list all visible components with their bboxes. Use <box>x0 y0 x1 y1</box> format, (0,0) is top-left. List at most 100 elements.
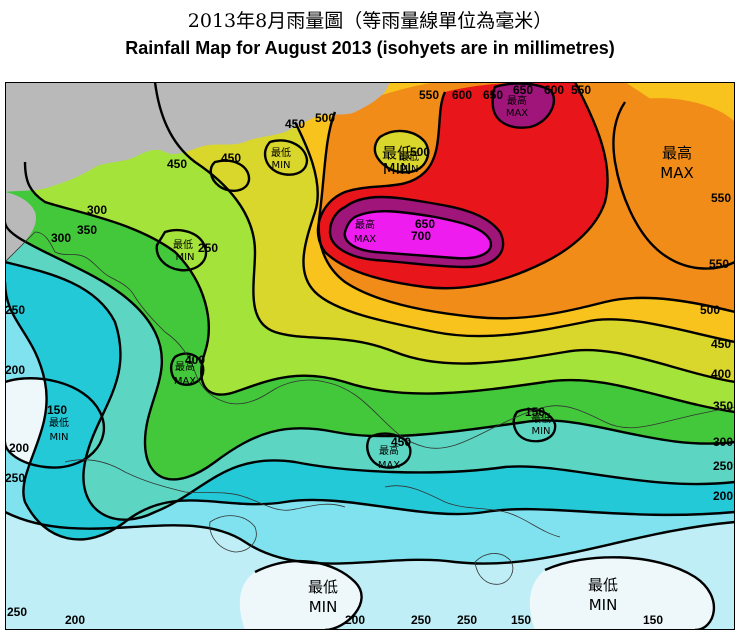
isohyet-line <box>169 352 205 386</box>
contour-label: 250 <box>5 471 25 485</box>
extremum-label-zh: 最低 <box>382 144 412 162</box>
contour-label: 300 <box>713 435 733 449</box>
isohyet-line <box>544 556 715 630</box>
isohyet-line <box>512 408 557 443</box>
contour-label: 550 <box>571 83 591 97</box>
extremum-label-zh: 最高 <box>507 94 527 107</box>
extremum-label-en: MIN <box>49 432 68 443</box>
contour-label: 650 <box>513 83 533 97</box>
isohyet-line <box>343 210 493 260</box>
extremum-label-zh: 最低 <box>399 150 419 163</box>
isohyet-line <box>5 281 735 541</box>
extremum-label-en: MAX <box>378 460 400 471</box>
extremum-label-zh: 最高 <box>379 444 399 457</box>
extremum-label-zh: 最高 <box>355 218 375 231</box>
extremum-label-zh: 最低 <box>308 578 338 596</box>
contour-label: 450 <box>221 151 241 165</box>
contour-label: 450 <box>167 157 187 171</box>
coastline <box>209 515 257 553</box>
contour-label: 200 <box>345 613 365 627</box>
contour-label: 450 <box>391 435 411 449</box>
extremum-label-en: MIN <box>531 426 550 437</box>
extremum-label-en: MAX <box>660 164 693 182</box>
extremum-label-en: MIN <box>309 598 338 616</box>
band-lt150-south <box>239 561 362 630</box>
extremum-label-en: MIN <box>383 160 412 178</box>
contour-label: 150 <box>525 405 545 419</box>
contour-label: 250 <box>713 459 733 473</box>
contour-label: 600 <box>544 83 564 97</box>
outside-land <box>5 82 390 192</box>
contour-label: 250 <box>198 241 218 255</box>
band-min-inner <box>374 130 429 173</box>
contour-label: 500 <box>410 145 430 159</box>
contour-label: 550 <box>711 191 731 205</box>
isohyet-line <box>293 121 735 344</box>
extremum-label-zh: 最低 <box>49 416 69 429</box>
contour-label: 350 <box>77 223 97 237</box>
contour-label: 250 <box>5 303 25 317</box>
contour-label: 250 <box>457 613 477 627</box>
isohyet-line <box>5 510 735 565</box>
outside-land-west <box>5 192 36 262</box>
contour-label: 500 <box>700 303 720 317</box>
contour-label: 300 <box>51 231 71 245</box>
coastline <box>384 485 561 538</box>
map-title-chinese: 2013年8月雨量圖（等雨量線單位為毫米） <box>187 10 553 32</box>
contour-label: 500 <box>315 111 335 125</box>
contour-label: 200 <box>65 613 85 627</box>
contour-label: 150 <box>47 403 67 417</box>
rainfall-map: 550 600 650 650 600 550 450 500 450 450 … <box>5 82 735 630</box>
extremum-label-en: MAX <box>354 234 376 245</box>
isohyet-line <box>491 82 556 129</box>
extremum-label-en: MIN <box>175 252 194 263</box>
contour-label: 400 <box>711 367 731 381</box>
extremum-label-zh: 最低 <box>588 576 618 594</box>
extremum-label-zh: 最低 <box>271 146 291 159</box>
isohyet-line <box>612 101 735 270</box>
isohyet-line <box>153 82 735 384</box>
contour-label: 650 <box>483 88 503 102</box>
isohyet-line <box>5 221 735 481</box>
extremum-label-zh: 最低 <box>173 238 193 251</box>
extremum-label-zh: 最高 <box>175 360 195 373</box>
contour-label: 400 <box>185 353 205 367</box>
isohyet-line <box>263 139 309 176</box>
coastline <box>474 553 514 585</box>
coastline <box>5 231 735 449</box>
isohyet-line <box>366 432 412 469</box>
isohyet-line <box>23 161 735 414</box>
extremum-label-en: MIN <box>271 160 290 171</box>
contour-label: 450 <box>711 337 731 351</box>
contour-label: 150 <box>511 613 531 627</box>
extremum-label-en: MIN <box>399 164 418 175</box>
contour-label: 550 <box>419 88 439 102</box>
contour-label: 350 <box>713 399 733 413</box>
coastline <box>64 459 346 511</box>
isohyet-line <box>316 82 609 290</box>
isohyet-line <box>317 111 735 320</box>
isohyet-line <box>155 228 208 272</box>
band-lt150-southeast <box>529 557 714 630</box>
contour-label: 200 <box>5 363 25 377</box>
band-650-700-north <box>492 83 554 128</box>
contour-label: 250 <box>411 613 431 627</box>
extremum-label-zh: 最高 <box>662 144 692 162</box>
extremum-label-en: MAX <box>174 376 196 387</box>
extremum-label-zh: 最低 <box>531 412 551 425</box>
isohyet-line <box>5 260 735 521</box>
isohyet-line <box>373 129 430 174</box>
extremum-label-en: MIN <box>589 596 618 614</box>
map-title-english: Rainfall Map for August 2013 (isohyets a… <box>125 38 615 58</box>
band-gt700 <box>344 211 491 259</box>
contour-label: 150 <box>643 613 663 627</box>
contour-label: 200 <box>9 441 29 455</box>
contour-label: 200 <box>713 489 733 503</box>
contour-label: 700 <box>411 229 431 243</box>
isohyet-line <box>328 195 505 269</box>
extremum-label-en: MAX <box>506 108 528 119</box>
isohyet-line <box>254 559 363 630</box>
isohyet-line <box>209 159 251 192</box>
contour-label: 550 <box>709 257 729 271</box>
contour-label: 250 <box>7 605 27 619</box>
